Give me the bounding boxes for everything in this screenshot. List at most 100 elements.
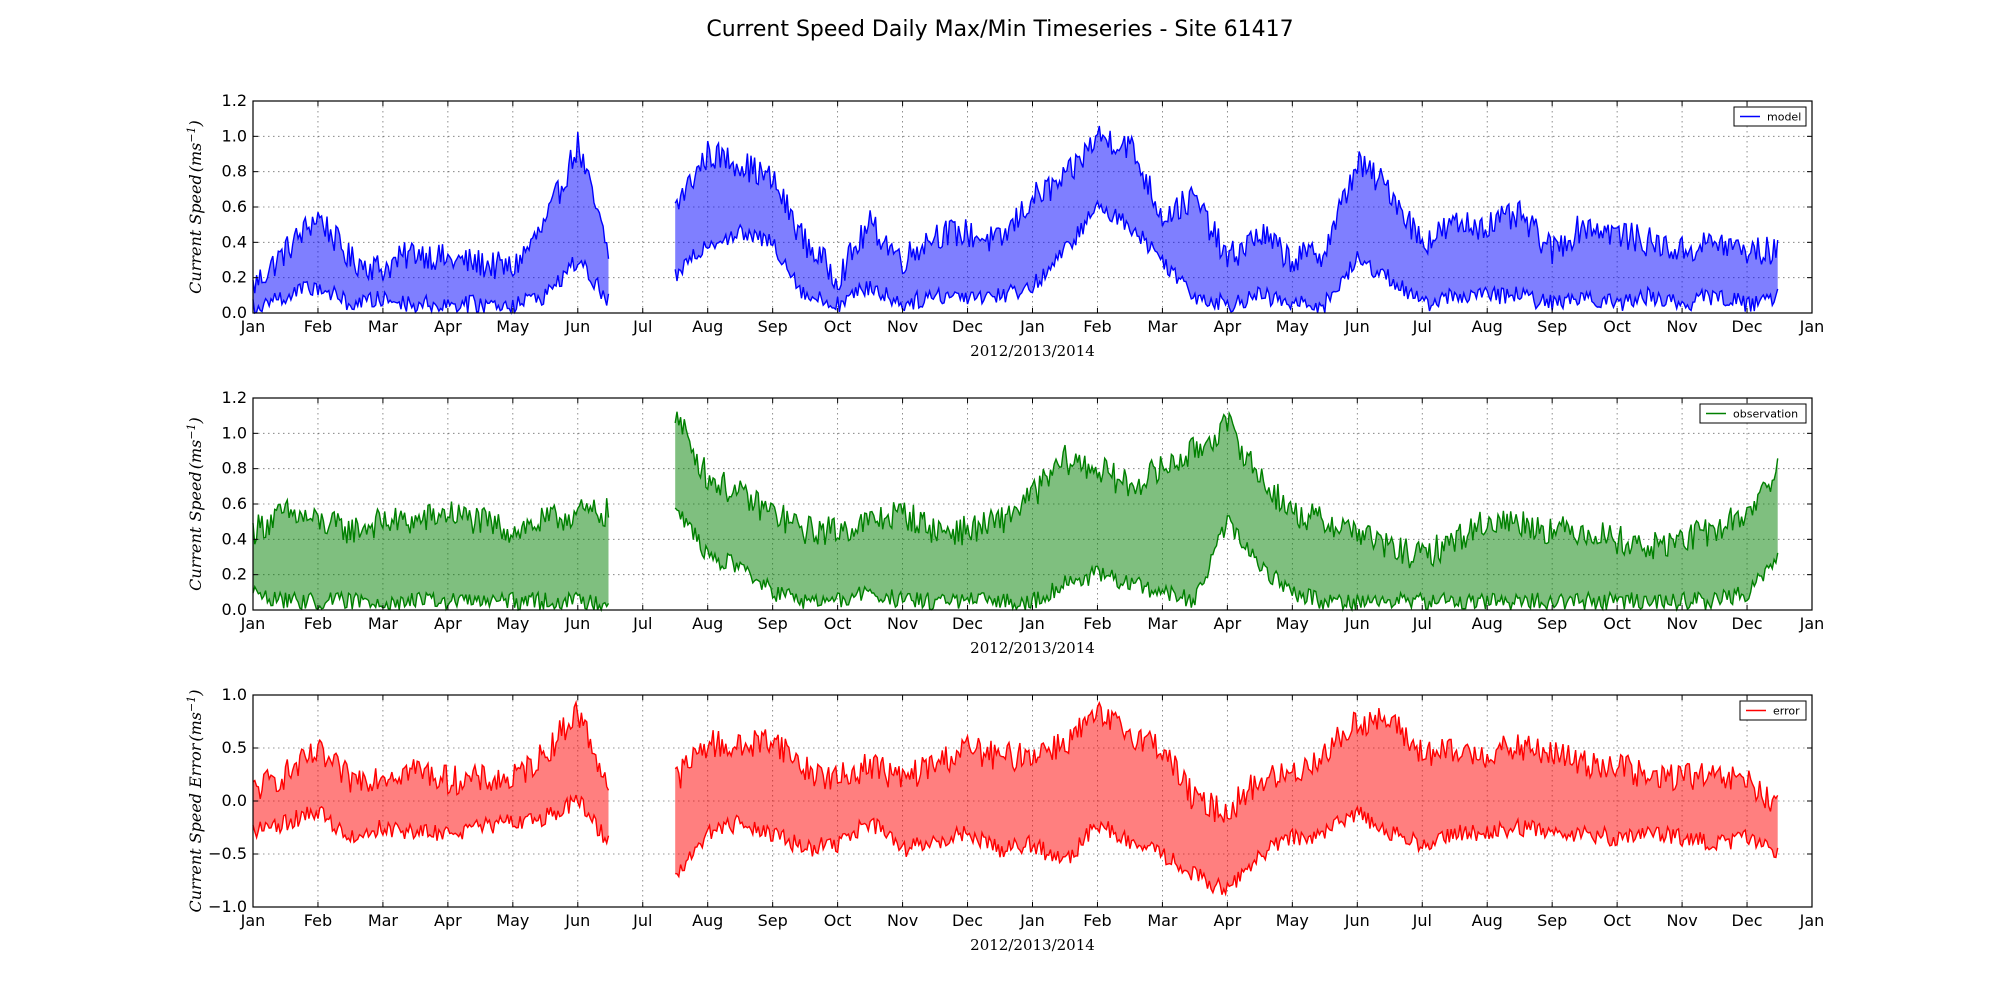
x-tick-label: Dec [952,317,983,336]
x-tick-label: Nov [887,614,918,633]
y-tick-label: 0.0 [222,791,247,810]
legend-label: observation [1733,408,1798,421]
y-tick-label: 0.2 [222,565,247,584]
x-tick-label: Sep [758,317,788,336]
y-tick-label: 1.0 [222,126,247,145]
min-line [675,805,1779,897]
legend-box [1699,403,1807,424]
x-tick-label: Jul [632,911,652,930]
x-tick-label: Jan [240,317,266,336]
x-tick-label: Dec [952,614,983,633]
x-tick-label: Jun [1344,317,1370,336]
legend-box [1739,700,1807,721]
x-tick-label: Apr [434,317,462,336]
y-tick-label: 0.6 [222,494,247,513]
x-tick-label: Jan [240,911,266,930]
x-tick-label: Jan [1799,614,1825,633]
y-axis-label-sup: −1 [185,696,198,712]
y-tick-label: 0.5 [222,738,247,757]
x-tick-label: Nov [1666,317,1697,336]
x-tick-label: Jun [1344,911,1370,930]
x-tick-label: Mar [368,317,399,336]
max-line [252,131,610,294]
series-error [252,699,1779,897]
x-tick-label: Jan [1019,911,1045,930]
x-tick-label: Sep [1537,911,1567,930]
max-line [674,410,1779,569]
x-tick-label: May [496,614,529,633]
x-tick-label: Feb [304,614,332,633]
x-tick-label: Mar [1147,614,1178,633]
x-tick-label: Mar [1147,317,1178,336]
x-tick-label: Dec [1732,317,1763,336]
x-tick-label: Feb [1083,614,1111,633]
band-fill [675,411,1778,610]
y-tick-label: 1.0 [222,685,247,704]
y-tick-label: 0.0 [222,303,247,322]
legend-label: model [1767,111,1801,124]
x-tick-label: Apr [1214,614,1242,633]
y-axis-label-sup: −1 [185,423,198,439]
min-line [252,793,610,846]
panels: Jan Feb Mar Apr May Jun Jul Aug Sep Oct Nov Dec Jan F… [185,91,1824,954]
x-tick-label: Apr [1214,317,1242,336]
x-tick-label: Jul [1412,614,1432,633]
x-tick-label: Apr [434,911,462,930]
x-axis-label: 2012/2013/2014 [970,936,1095,954]
x-axis-label: 2012/2013/2014 [970,342,1095,360]
x-tick-label: Feb [1083,911,1111,930]
series-observation [252,410,1779,613]
legend-label: error [1773,705,1800,718]
ticks: Jan Feb Mar Apr May Jun Jul Aug Sep Oct Nov Dec Jan F… [222,91,1825,336]
legend: observation [1699,403,1807,424]
observation-panel: Jan Feb Mar Apr May Jun Jul Aug Sep Oct Nov Dec Jan F… [185,388,1824,657]
x-tick-label: May [496,911,529,930]
x-tick-label: Jun [564,614,590,633]
x-tick-label: Apr [1214,911,1242,930]
x-tick-label: Oct [824,317,852,336]
x-tick-label: Sep [758,911,788,930]
x-tick-label: Jan [240,614,266,633]
x-tick-label: Oct [1603,614,1631,633]
legend-box [1733,106,1807,127]
y-tick-label: 0.8 [222,459,247,478]
x-tick-label: Oct [1603,911,1631,930]
x-tick-label: May [1276,911,1309,930]
x-tick-label: Mar [368,614,399,633]
legend: error [1739,700,1807,721]
x-tick-label: Oct [824,911,852,930]
min-line [674,507,1779,613]
x-tick-label: May [1276,614,1309,633]
y-tick-label: −1.0 [208,897,247,916]
min-line [252,584,610,613]
y-tick-label: 0.4 [222,232,247,251]
y-axis-label-sup: −1 [185,126,198,142]
x-tick-label: Jan [1019,317,1045,336]
band-fill [253,702,609,844]
x-tick-label: Aug [1472,614,1503,633]
series-model [252,125,1779,315]
x-tick-label: Sep [1537,614,1567,633]
x-tick-label: Mar [1147,911,1178,930]
y-axis-label-close: ) [186,690,205,697]
max-line [252,699,610,799]
x-tick-label: Sep [1537,317,1567,336]
legend: model [1733,106,1807,127]
x-tick-label: Oct [824,614,852,633]
ticks: Jan Feb Mar Apr May Jun Jul Aug Sep Oct Nov Dec Jan F… [208,685,1824,930]
x-tick-label: May [1276,317,1309,336]
band-fill [675,126,1778,313]
y-axis-label-close: ) [186,120,205,127]
band-fill [675,702,1778,895]
y-tick-label: −0.5 [208,844,247,863]
x-tick-label: Jun [564,911,590,930]
y-tick-label: 1.2 [222,388,247,407]
x-tick-label: Jul [1412,911,1432,930]
x-tick-label: Apr [434,614,462,633]
x-tick-label: Jul [632,317,652,336]
chart-title: Current Speed Daily Max/Min Timeseries -… [706,17,1293,42]
y-tick-label: 1.2 [222,91,247,110]
y-tick-label: 1.0 [222,423,247,442]
